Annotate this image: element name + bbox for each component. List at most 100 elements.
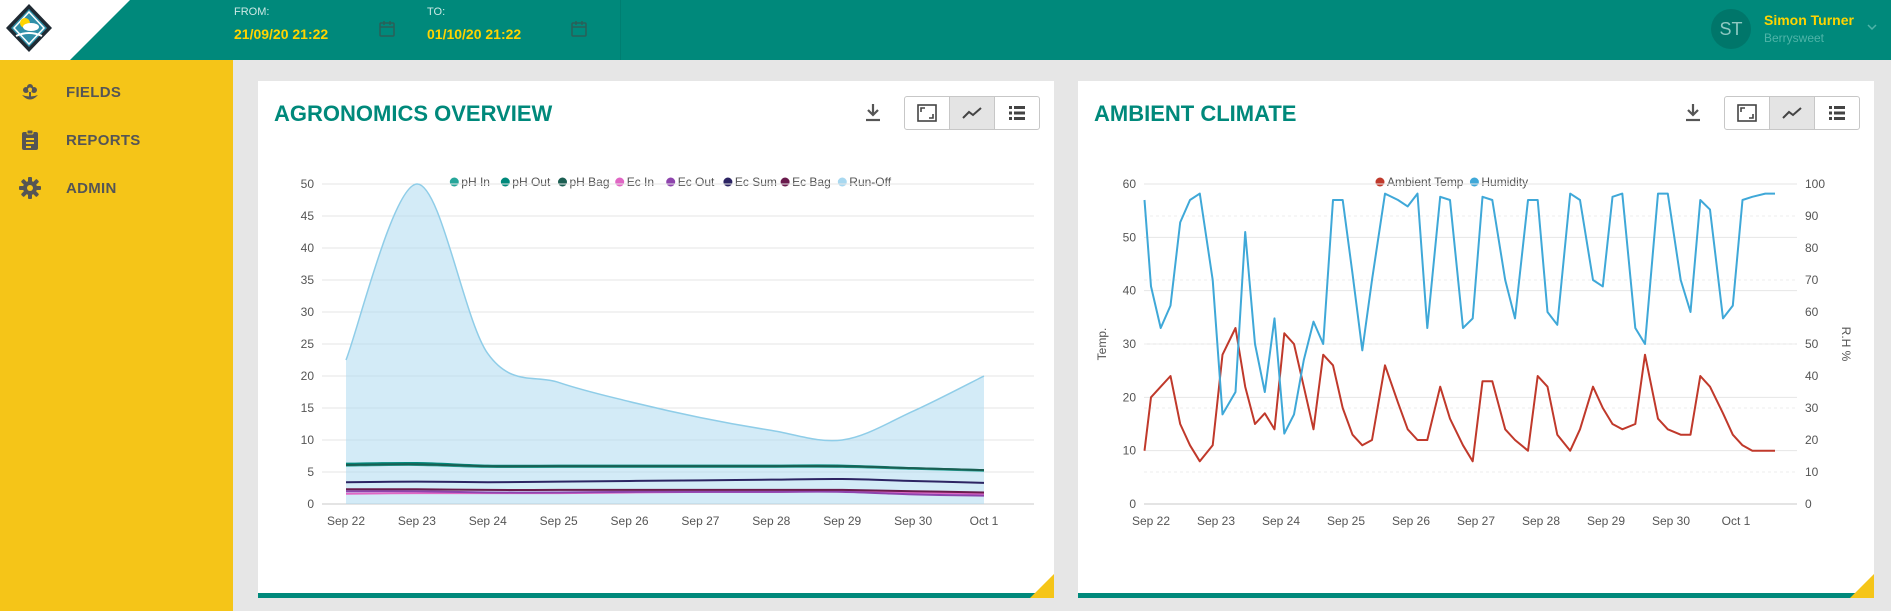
to-date-group[interactable]: TO: 01/10/20 21:22 (427, 6, 521, 42)
avatar[interactable]: ST (1711, 9, 1751, 49)
x-tick-label: Sep 26 (1392, 514, 1430, 528)
gear-icon (19, 177, 41, 199)
resize-handle[interactable] (1850, 574, 1874, 598)
y2-tick-label: 0 (1805, 497, 1812, 511)
sidebar-item-admin[interactable]: ADMIN (0, 168, 233, 208)
agronomics-panel: AGRONOMICS OVERVIEW pH In pH Out pH Bag Ec … (258, 81, 1054, 598)
legend-marker (615, 177, 625, 187)
panel-bottom-bar (1078, 593, 1874, 598)
from-label: FROM: (234, 6, 270, 18)
user-organization: Berrysweet (1764, 31, 1825, 45)
download-icon[interactable] (1682, 101, 1704, 125)
agronomics-chart[interactable]: pH In pH Out pH Bag Ec In Ec Out Ec Sum Ec Bag… (258, 151, 1054, 571)
y-axis-label: Temp. (1095, 328, 1109, 361)
legend-label: Run-Off (849, 175, 891, 189)
series-line (345, 463, 985, 472)
y-tick-label: 0 (1129, 497, 1136, 511)
y-tick-label: 5 (307, 465, 314, 479)
user-name[interactable]: Simon Turner (1764, 12, 1854, 28)
y-tick-label: 25 (301, 337, 315, 351)
logo[interactable] (0, 0, 130, 60)
to-date-value[interactable]: 01/10/20 21:22 (427, 26, 522, 42)
y2-tick-label: 80 (1805, 241, 1819, 255)
series-line (1143, 327, 1775, 463)
fullscreen-button[interactable] (1725, 97, 1769, 129)
x-tick-label: Sep 26 (611, 514, 649, 528)
series-line (345, 488, 985, 494)
y-tick-label: 30 (1123, 337, 1137, 351)
panel-title: AGRONOMICS OVERVIEW (274, 101, 553, 126)
y-tick-label: 50 (301, 177, 315, 191)
x-tick-label: Sep 23 (1197, 514, 1235, 528)
y-tick-label: 50 (1123, 230, 1137, 244)
legend-marker (723, 177, 733, 187)
divider (620, 0, 621, 60)
series-line (345, 490, 985, 497)
from-date-group[interactable]: FROM: 21/09/20 21:22 (234, 6, 328, 42)
y2-axis-label: R.H % (1839, 327, 1853, 362)
view-toggle-group (1724, 96, 1860, 130)
x-tick-label: Sep 23 (398, 514, 436, 528)
legend-label: Humidity (1481, 175, 1528, 189)
legend-marker (500, 177, 510, 187)
y2-tick-label: 30 (1805, 401, 1819, 415)
fullscreen-icon (1737, 104, 1757, 122)
from-date-value[interactable]: 21/09/20 21:22 (234, 26, 329, 42)
x-tick-label: Sep 22 (1132, 514, 1170, 528)
list-icon (1009, 106, 1025, 120)
calendar-icon[interactable] (570, 20, 588, 38)
y-tick-label: 20 (301, 369, 315, 383)
y-tick-label: 40 (301, 241, 315, 255)
y-tick-label: 10 (1123, 444, 1137, 458)
y2-tick-label: 10 (1805, 465, 1819, 479)
sidebar-item-fields[interactable]: FIELDS (0, 72, 233, 112)
calendar-icon[interactable] (378, 20, 396, 38)
series-line (345, 477, 985, 484)
y2-tick-label: 50 (1805, 337, 1819, 351)
y2-tick-label: 60 (1805, 305, 1819, 319)
x-tick-label: Sep 30 (894, 514, 932, 528)
clipboard-icon (22, 129, 38, 150)
chart-legend: pH In pH Out pH Bag Ec In Ec Out Ec Sum Ec Bag… (449, 175, 892, 189)
sidebar-item-reports[interactable]: REPORTS (0, 120, 233, 160)
sidebar-item-label: FIELDS (66, 84, 122, 101)
resize-handle[interactable] (1030, 574, 1054, 598)
y2-tick-label: 90 (1805, 209, 1819, 223)
fullscreen-icon (917, 104, 937, 122)
line-chart-icon (1782, 107, 1802, 119)
x-tick-label: Sep 24 (469, 514, 507, 528)
y2-tick-label: 100 (1805, 177, 1825, 191)
chart-legend: Ambient Temp Humidity (1375, 175, 1528, 189)
climate-chart[interactable]: Ambient Temp Humidity 0 10 20 30 40 50 60 0 10 20 30… (1078, 151, 1874, 571)
x-tick-label: Sep 27 (681, 514, 719, 528)
y-tick-label: 15 (301, 401, 315, 415)
download-icon[interactable] (862, 101, 884, 125)
legend-label: Ec Sum (735, 175, 777, 189)
legend-label: Ambient Temp (1387, 175, 1464, 189)
chart-view-button[interactable] (949, 97, 994, 129)
chart-view-button[interactable] (1769, 97, 1814, 129)
legend-marker (1375, 177, 1385, 187)
series-area (346, 183, 984, 504)
legend-marker (449, 177, 459, 187)
chevron-down-icon[interactable] (1866, 21, 1878, 33)
x-tick-label: Sep 30 (1652, 514, 1690, 528)
line-chart-icon (962, 107, 982, 119)
x-tick-label: Oct 1 (970, 514, 999, 528)
flower-icon (22, 84, 38, 100)
x-tick-label: Sep 25 (540, 514, 578, 528)
legend-marker (558, 177, 567, 187)
legend-label: Ec Out (678, 175, 715, 189)
legend-marker (666, 177, 676, 187)
legend-label: pH In (461, 175, 490, 189)
table-view-button[interactable] (1814, 97, 1859, 129)
table-view-button[interactable] (994, 97, 1039, 129)
x-tick-label: Sep 22 (327, 514, 365, 528)
fullscreen-button[interactable] (905, 97, 949, 129)
legend-label: pH Out (512, 175, 551, 189)
list-icon (1829, 106, 1845, 120)
climate-panel: AMBIENT CLIMATE Ambient Temp Humidity 0 10 2… (1078, 81, 1874, 598)
y2-tick-label: 20 (1805, 433, 1819, 447)
series-line (345, 183, 985, 442)
x-tick-label: Sep 29 (823, 514, 861, 528)
